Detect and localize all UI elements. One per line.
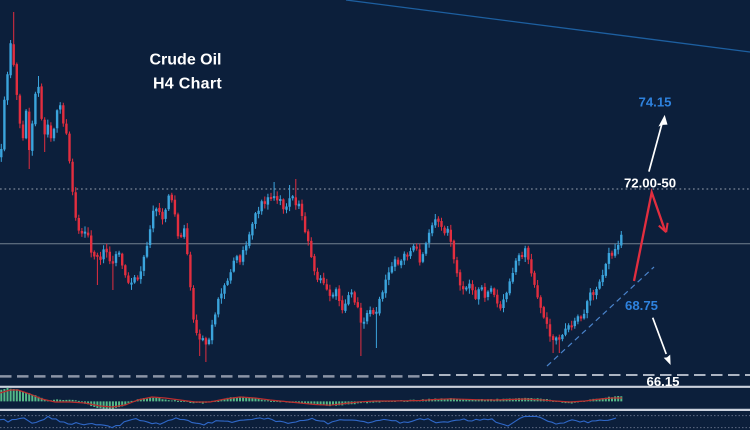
svg-text:68.75: 68.75 [625,298,658,313]
svg-text:H4 Chart: H4 Chart [153,76,222,93]
svg-text:66.15: 66.15 [646,374,679,389]
svg-text:72.00-50: 72.00-50 [624,176,676,191]
svg-text:Crude Oil: Crude Oil [149,52,221,69]
svg-text:74.15: 74.15 [638,95,671,110]
